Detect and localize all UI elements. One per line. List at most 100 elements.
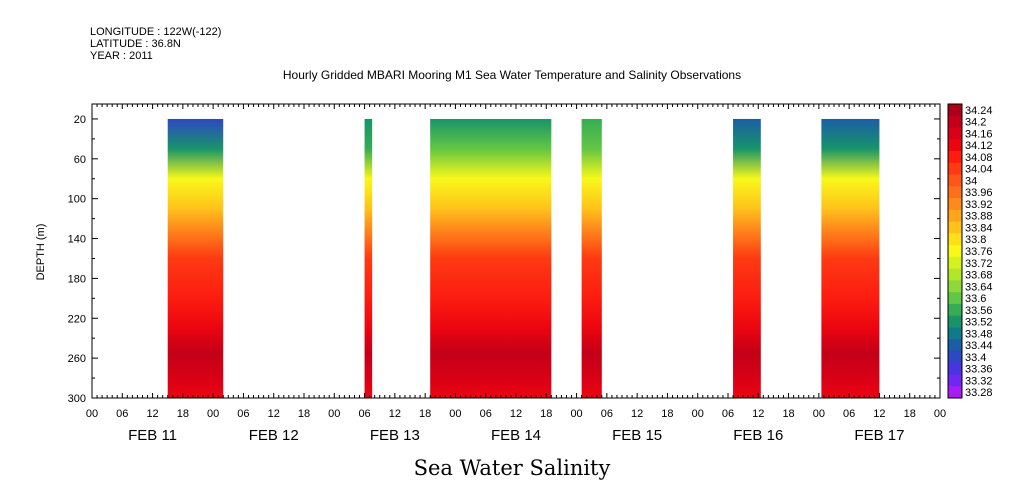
colorbar-label: 34.24 [965,105,993,117]
y-tick-label: 20 [74,114,86,126]
x-tick-label: 06 [480,408,492,420]
x-tick-label: 12 [268,408,280,420]
plot-area [91,103,941,399]
colorbar-swatch [948,350,962,364]
y-tick-label: 60 [74,154,86,166]
x-axis-ticks [91,104,941,398]
colorbar-label: 33.64 [965,281,993,293]
x-day-label: FEB 11 [128,427,177,444]
colorbar-swatch [948,198,962,211]
colorbar-label: 33.92 [965,199,993,211]
colorbar-label: 33.68 [965,270,993,282]
colorbar-swatch [948,174,962,187]
x-tick-label: 06 [843,408,855,420]
y-axis-ticks [92,118,940,399]
x-tick-label: 18 [177,408,189,420]
colorbar-swatch [948,292,962,305]
colorbar-swatch [948,115,962,128]
colorbar-swatch [948,374,962,387]
x-tick-label: 00 [207,408,219,420]
colorbar-label: 34.08 [965,152,993,164]
chart-title: Hourly Gridded MBARI Mooring M1 Sea Wate… [283,68,741,82]
colorbar-label: 33.88 [965,211,993,223]
colorbar-swatch [948,151,962,164]
data-segment [167,118,224,398]
colorbar-swatch [948,256,962,270]
x-tick-label: 12 [146,408,158,420]
x-day-label: FEB 14 [491,427,541,444]
colorbar-swatch [948,245,962,258]
x-tick-label: 00 [813,408,825,420]
x-axis-title: Sea Water Salinity [414,456,611,480]
colorbar-label: 33.36 [965,364,993,376]
colorbar-frame [947,103,963,399]
y-tick-label: 140 [68,234,86,246]
header-line-year: YEAR : 2011 [90,50,153,62]
colorbar-label: 33.44 [965,340,993,352]
x-tick-label: 18 [419,408,431,420]
x-tick-label: 00 [570,408,582,420]
colorbar-label: 33.96 [965,187,993,199]
x-tick-label: 00 [934,408,946,420]
x-tick-label: 12 [631,408,643,420]
x-tick-label: 06 [358,408,370,420]
x-tick-label: 00 [449,408,461,420]
colorbar-label: 33.72 [965,258,993,270]
y-tick-label: 180 [68,273,86,285]
y-axis-labels: 20 60 100 140 180 220 260 300 [68,114,86,405]
x-day-label: FEB 16 [733,427,783,444]
x-tick-label: 18 [298,408,310,420]
colorbar-swatch [948,127,962,140]
x-tick-label: 06 [116,408,128,420]
x-tick-label: 00 [328,408,340,420]
colorbar-label: 33.56 [965,305,993,317]
header-line-latitude: LATITUDE : 36.8N [90,38,181,50]
colorbar-swatch [948,280,962,293]
colorbar-swatch [948,104,962,117]
x-tick-label: 00 [86,408,98,420]
colorbar-label: 33.48 [965,328,993,340]
x-tick-label: 18 [661,408,673,420]
colorbar-swatch [948,268,962,281]
y-tick-label: 100 [68,194,86,206]
colorbar-label: 34.04 [965,164,993,176]
colorbar-label: 33.4 [965,352,986,364]
colorbar-swatch [948,162,962,175]
colorbar-swatch [948,139,962,152]
y-tick-label: 220 [68,313,86,325]
colorbar-swatch [948,315,962,328]
y-axis-title: DEPTH (m) [35,224,47,281]
colorbar-label: 33.76 [965,246,993,258]
x-tick-label: 00 [692,408,704,420]
colorbar-swatch [948,327,962,340]
colorbar-label: 33.6 [965,293,986,305]
x-tick-label: 18 [904,408,916,420]
y-tick-label: 300 [68,393,86,405]
colorbar-label: 33.32 [965,375,993,387]
x-day-label: FEB 15 [612,427,662,444]
data-segment [430,118,552,398]
x-tick-label: 06 [237,408,249,420]
x-tick-label: 12 [873,408,885,420]
data-segment [581,118,602,398]
colorbar-label: 34 [965,175,977,187]
x-day-label: FEB 12 [249,427,299,444]
colorbar-swatch [948,339,962,352]
colorbar-swatch [948,209,962,222]
data-segment [364,118,373,398]
colorbar-labels: 34.2434.234.1634.1234.0834.043433.9633.9… [965,105,993,399]
colorbar-swatch [948,303,962,317]
x-tick-label: 12 [752,408,764,420]
x-axis-day-labels: FEB 11 FEB 12 FEB 13 FEB 14 FEB 15 FEB 16 FEB … [128,427,904,444]
colorbar-label: 33.8 [965,234,986,246]
x-tick-label: 06 [601,408,613,420]
colorbar-swatch [948,233,962,246]
colorbar-swatch [948,186,962,199]
colorbar-swatch [948,362,962,375]
x-tick-label: 06 [722,408,734,420]
colorbar-swatch [948,221,962,234]
header-line-longitude: LONGITUDE : 122W(-122) [90,26,221,38]
colorbar-label: 34.12 [965,140,993,152]
x-tick-label: 12 [389,408,401,420]
